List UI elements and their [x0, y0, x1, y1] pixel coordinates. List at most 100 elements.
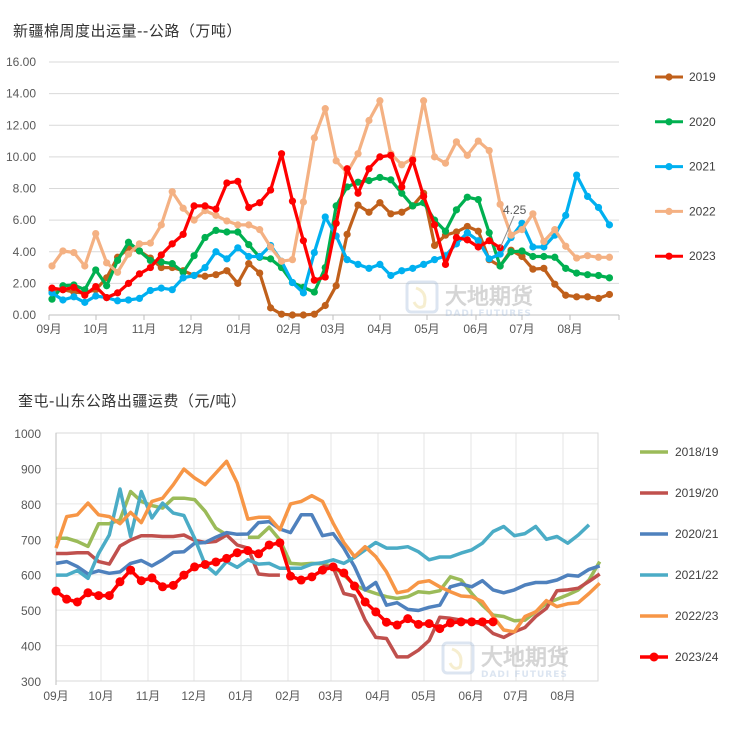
watermark-text-en: DADI FUTURES — [481, 670, 568, 680]
top-x-tick-label: 04月 — [367, 322, 392, 336]
bottom-data-point-2023/24 — [477, 617, 487, 627]
top-data-point-2019 — [529, 265, 537, 273]
top-x-tick-label: 10月 — [83, 322, 108, 336]
top-data-point-2021 — [343, 256, 351, 264]
top-data-point-2019 — [310, 310, 318, 318]
top-x-tick-label: 01月 — [226, 322, 251, 336]
bottom-data-point-2023/24 — [339, 568, 349, 578]
top-legend-marker-2022 — [665, 207, 673, 215]
top-data-point-2021 — [190, 271, 198, 280]
top-legend-label: 2022 — [689, 204, 716, 218]
top-data-point-2023 — [354, 189, 362, 197]
top-data-point-2020 — [245, 241, 253, 249]
top-data-point-2021 — [113, 297, 122, 305]
bottom-plot-border — [55, 432, 599, 682]
top-data-point-2021 — [573, 171, 581, 179]
top-data-point-2023 — [124, 279, 133, 287]
top-data-point-2021 — [562, 211, 570, 219]
top-data-point-2020 — [92, 266, 100, 274]
top-data-point-2020 — [496, 262, 504, 270]
bottom-data-point-2023/24 — [435, 624, 445, 634]
bottom-data-point-2023/24 — [222, 553, 232, 563]
top-data-point-2023 — [430, 221, 439, 229]
bottom-data-point-2023/24 — [445, 618, 455, 628]
top-data-point-2020 — [387, 176, 395, 184]
top-data-point-2022 — [277, 257, 286, 265]
top-data-point-2022 — [573, 254, 581, 262]
bottom-data-point-2023/24 — [360, 597, 370, 607]
top-y-tick-label: 16.00 — [6, 55, 36, 69]
bottom-legend-label: 2020/21 — [675, 527, 719, 541]
top-data-point-2023 — [113, 289, 122, 297]
top-data-point-2020 — [190, 252, 198, 260]
top-data-point-2019 — [540, 264, 548, 272]
top-series-line-2020 — [50, 175, 610, 301]
top-x-tick-label: 11月 — [132, 322, 156, 336]
top-data-point-2021 — [594, 203, 603, 212]
top-legend-label: 2019 — [689, 70, 716, 84]
top-data-point-2023 — [256, 199, 264, 207]
bottom-legend-marker-2023/24 — [649, 652, 659, 662]
top-data-point-2022 — [245, 221, 253, 229]
top-data-point-2022 — [48, 262, 56, 270]
bottom-series-line-2020/21 — [55, 513, 601, 613]
bottom-legend-label: 2023/24 — [675, 650, 719, 664]
top-data-point-2023 — [223, 179, 231, 187]
top-data-point-2022 — [594, 253, 603, 261]
bottom-y-tick-label: 700 — [21, 533, 41, 547]
top-data-point-2019 — [288, 311, 297, 319]
top-data-point-2023 — [168, 240, 176, 248]
top-data-point-2022 — [124, 250, 133, 258]
top-data-point-2021 — [485, 255, 493, 263]
top-data-point-2019 — [245, 260, 253, 268]
top-data-point-2021 — [135, 294, 144, 302]
top-data-point-2019 — [277, 310, 286, 318]
top-data-point-2019 — [518, 252, 526, 261]
bottom-x-tick-label: 11月 — [136, 689, 160, 703]
top-x-tick-label: 06月 — [463, 322, 488, 336]
top-data-point-2021 — [245, 252, 253, 261]
top-data-point-2020 — [540, 252, 548, 261]
top-data-point-2020 — [48, 295, 56, 303]
top-data-point-2021 — [321, 213, 329, 221]
bottom-data-point-2023/24 — [307, 572, 317, 582]
top-x-tick-label: 07月 — [509, 322, 534, 336]
top-data-point-2020 — [212, 226, 220, 235]
top-y-tick-label: 10.00 — [6, 150, 36, 164]
bottom-data-point-2023/24 — [200, 559, 210, 569]
chart-title-top: 新疆棉周度出运量--公路（万吨） — [13, 22, 242, 40]
top-data-point-2023 — [277, 150, 286, 158]
top-y-tick-label: 0.00 — [13, 308, 37, 322]
top-data-point-2022 — [420, 97, 428, 105]
top-data-point-2021 — [299, 289, 307, 297]
top-legend-marker-2021 — [665, 163, 673, 171]
bottom-x-tick-label: 10月 — [88, 689, 113, 703]
top-data-point-2023 — [92, 282, 100, 291]
top-data-point-2022 — [562, 242, 570, 250]
top-data-point-2020 — [551, 253, 559, 261]
top-data-point-2023 — [179, 230, 187, 238]
top-data-point-2020 — [354, 178, 362, 186]
top-data-point-2022 — [463, 151, 471, 159]
bottom-x-tick-label: 03月 — [318, 689, 343, 703]
bottom-data-point-2023/24 — [158, 582, 168, 592]
top-data-point-2023 — [267, 186, 275, 194]
bottom-y-tick-label: 400 — [21, 640, 41, 654]
top-data-point-2019 — [332, 282, 340, 290]
top-data-point-2019 — [562, 291, 570, 299]
top-data-point-2023 — [420, 192, 428, 201]
annotation-label: 4.25 — [503, 203, 527, 217]
top-data-point-2022 — [332, 157, 340, 165]
top-data-point-2020 — [376, 173, 384, 182]
top-data-point-2022 — [354, 150, 362, 158]
top-data-point-2021 — [398, 267, 406, 275]
top-data-point-2023 — [474, 243, 482, 251]
bottom-data-point-2023/24 — [381, 617, 391, 627]
top-data-point-2021 — [540, 243, 548, 251]
top-data-point-2021 — [430, 256, 439, 264]
top-data-point-2022 — [485, 146, 493, 155]
top-data-point-2022 — [540, 237, 548, 246]
top-data-point-2019 — [321, 301, 329, 310]
top-x-tick-label: 03月 — [320, 322, 345, 336]
bottom-data-point-2023/24 — [403, 614, 413, 624]
